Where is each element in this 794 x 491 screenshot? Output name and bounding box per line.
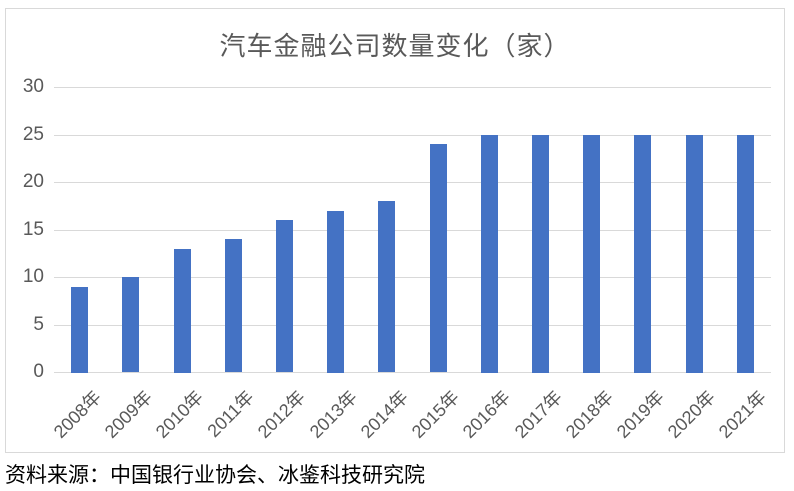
x-tick-label: 2019年 (612, 386, 668, 443)
y-tick-label-25: 25 (22, 124, 44, 145)
bar-2009年 (122, 277, 139, 372)
x-tick-label: 2018年 (561, 386, 617, 443)
gridline-y0 (54, 372, 771, 373)
source-note: 资料来源：中国银行业协会、冰鉴科技研究院 (5, 464, 425, 487)
chart-frame: 汽车金融公司数量变化（家） 0 5 10 15 20 25 30 2008年 2009年 201… (5, 8, 785, 453)
bar-2020年 (686, 135, 703, 373)
x-tick-label: 2020年 (663, 386, 719, 443)
x-tick-label: 2012年 (253, 386, 309, 443)
x-tick-label: 2016年 (458, 386, 514, 443)
bar-2010年 (174, 249, 191, 373)
bar-2019年 (634, 135, 651, 373)
x-tick-label: 2013年 (305, 386, 361, 443)
y-tick-label-20: 20 (22, 171, 44, 192)
y-tick-label-15: 15 (22, 219, 44, 240)
bar-2016年 (481, 135, 498, 373)
x-tick-label: 2014年 (356, 386, 412, 443)
y-tick-label-5: 5 (33, 314, 44, 335)
gridline-y25 (54, 135, 771, 136)
bar-2015年 (430, 144, 447, 372)
gridline-y30 (54, 87, 771, 88)
bar-2018年 (583, 135, 600, 373)
chart-title: 汽车金融公司数量变化（家） (219, 31, 571, 61)
bar-2014年 (378, 201, 395, 372)
x-tick-label: 2010年 (151, 386, 207, 443)
y-tick-label-10: 10 (22, 266, 44, 287)
bar-2013年 (327, 211, 344, 373)
gridline-y20 (54, 182, 771, 183)
plot-area (54, 87, 771, 373)
gridline-y15 (54, 230, 771, 231)
x-tick-label: 2021年 (714, 386, 770, 443)
x-tick-label: 2009年 (100, 386, 156, 443)
x-tick-label: 2008年 (49, 386, 105, 443)
y-tick-label-30: 30 (22, 76, 44, 97)
bar-2011年 (225, 239, 242, 372)
gridline-y5 (54, 325, 771, 326)
x-tick-label: 2011年 (203, 386, 258, 442)
bar-2012年 (276, 220, 293, 372)
bar-2017年 (532, 135, 549, 373)
x-tick-label: 2015年 (407, 386, 463, 443)
x-tick-label: 2017年 (510, 386, 566, 443)
bar-2021年 (737, 135, 754, 373)
bar-2008年 (71, 287, 88, 373)
gridline-y10 (54, 277, 771, 278)
y-tick-label-0: 0 (33, 361, 44, 382)
